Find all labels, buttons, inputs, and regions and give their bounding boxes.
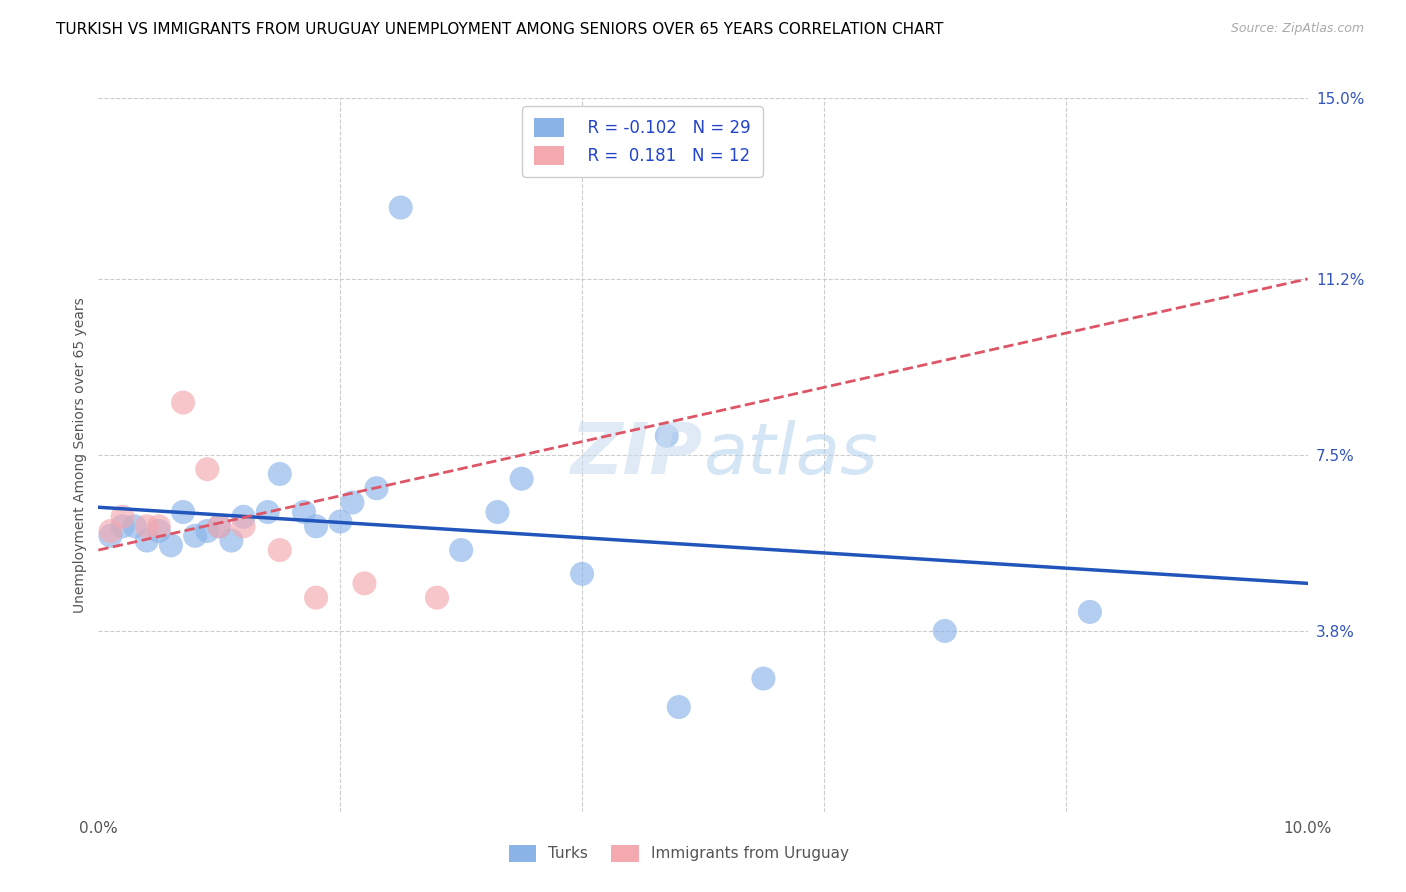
Text: ZIP: ZIP — [571, 420, 703, 490]
Point — [100, 529, 122, 543]
Point — [256, 505, 278, 519]
Point — [305, 519, 328, 533]
Point — [389, 201, 412, 215]
Point — [934, 624, 956, 638]
Point — [232, 519, 254, 533]
Point — [450, 543, 472, 558]
Point — [329, 515, 352, 529]
Point — [292, 505, 315, 519]
Point — [100, 524, 122, 538]
Point — [353, 576, 375, 591]
Point — [195, 462, 218, 476]
Point — [342, 495, 364, 509]
Point — [208, 519, 231, 533]
Point — [160, 538, 183, 552]
Point — [269, 543, 291, 558]
Point — [208, 519, 231, 533]
Point — [269, 467, 291, 481]
Point — [1078, 605, 1101, 619]
Point — [111, 519, 134, 533]
Point — [148, 524, 170, 538]
Text: Source: ZipAtlas.com: Source: ZipAtlas.com — [1230, 22, 1364, 36]
Point — [668, 700, 690, 714]
Point — [655, 429, 678, 443]
Point — [571, 566, 593, 581]
Point — [135, 519, 157, 533]
Point — [510, 472, 533, 486]
Point — [124, 519, 146, 533]
Point — [305, 591, 328, 605]
Point — [172, 395, 194, 409]
Point — [752, 672, 775, 686]
Point — [148, 519, 170, 533]
Point — [111, 509, 134, 524]
Point — [486, 505, 509, 519]
Point — [184, 529, 207, 543]
Text: atlas: atlas — [703, 420, 877, 490]
Point — [426, 591, 449, 605]
Legend: Turks, Immigrants from Uruguay: Turks, Immigrants from Uruguay — [502, 838, 855, 868]
Point — [232, 509, 254, 524]
Point — [366, 481, 388, 495]
Point — [221, 533, 243, 548]
Point — [135, 533, 157, 548]
Y-axis label: Unemployment Among Seniors over 65 years: Unemployment Among Seniors over 65 years — [73, 297, 87, 613]
Text: TURKISH VS IMMIGRANTS FROM URUGUAY UNEMPLOYMENT AMONG SENIORS OVER 65 YEARS CORR: TURKISH VS IMMIGRANTS FROM URUGUAY UNEMP… — [56, 22, 943, 37]
Point — [195, 524, 218, 538]
Point — [172, 505, 194, 519]
